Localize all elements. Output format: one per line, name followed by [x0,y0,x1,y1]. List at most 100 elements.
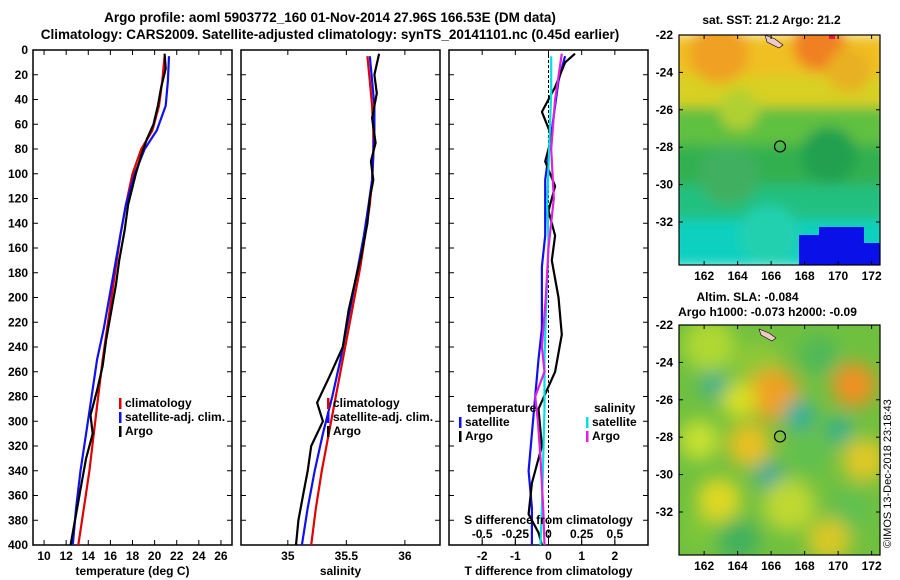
x-tick-label: -1 [510,549,521,563]
sla-blob [683,325,735,371]
sla-blob [721,382,757,418]
legend-label: satellite-adj. clim. [125,410,225,424]
lon-tick-label: 162 [694,269,714,283]
series-line-satellite-adj-clim- [71,56,171,545]
legend-swatch [586,431,589,442]
lat-tick-label: -24 [656,355,674,369]
depth-tick-label: 20 [15,68,29,82]
x-tick-label: 26 [214,549,228,563]
depth-tick-label: 140 [8,216,28,230]
map-frame [678,34,881,266]
legend-swatch [119,398,122,409]
series-line-t-argo [527,52,576,545]
sst-patch [827,48,871,92]
depth-tick-label: 120 [8,192,28,206]
series-group [294,53,381,545]
sst-field [679,35,880,265]
legend-swatch [327,426,330,437]
sla-blob [700,371,728,399]
depth-tick-label: 80 [15,142,29,156]
series-line-argo [294,53,381,545]
x-tick-label: 1 [578,549,585,563]
legend-swatch [459,431,462,442]
depth-axis: 0 20 40 60 80 100 120 140 160 180 200 220 240 260 280 3… [8,43,28,552]
sla-blob [727,423,771,467]
sla-blob [719,520,759,555]
depth-tick-label: 360 [8,489,28,503]
map-sla_map: 162 164 166 168 170 172 -22 -24 -26 -28 -30 -32 Alti… [656,290,882,573]
sla-blob [842,438,880,482]
lat-tick-label: -28 [656,430,674,444]
depth-tick-label: 300 [8,414,28,428]
legend-swatch [459,417,462,428]
x-axis-label: salinity [320,564,362,578]
legend-label: satellite [592,415,637,429]
lat-tick-label: -28 [656,140,674,154]
sla-blob [763,479,815,531]
credit-text: ©IMOS 13-Dec-2018 23:18:43 [882,399,894,548]
series-line-argo [69,53,167,545]
depth-tick-label: 100 [8,167,28,181]
map-frame [678,324,881,556]
depth-tick-label: 320 [8,439,28,453]
sst-patch [719,90,759,130]
chart-title-line1: Argo profile: aoml 5903772_160 01-Nov-20… [104,10,556,25]
profile-location-marker [773,430,787,443]
legend-swatch [586,417,589,428]
x-tick-label: 16 [104,549,118,563]
x-tick-label: 22 [170,549,184,563]
panel-difference: -2 -1 0 1 2T difference from climatology temp… [448,49,649,578]
depth-tick-label: 240 [8,340,28,354]
x-tick-label: 10 [37,549,51,563]
lon-tick-label: 166 [761,559,781,573]
depth-tick-label: 180 [8,266,28,280]
depth-tick-label: 280 [8,390,28,404]
x-tick-label: -2 [477,549,488,563]
x-axis-label: temperature (deg C) [75,564,189,578]
depth-tick-label: 200 [8,291,28,305]
depth-tick-label: 60 [15,117,29,131]
x2-tick-label: 0.25 [570,527,594,541]
legend-title-salinity: salinity [594,401,636,415]
x2-tick-label: -0.5 [472,527,493,541]
lat-tick-label: -24 [656,65,674,79]
map-title-sst: sat. SST: 21.2 Argo: 21.2 [702,13,841,27]
lon-tick-label: 168 [795,559,815,573]
x-tick-label: 24 [192,549,206,563]
sst-blur-layer [679,35,880,265]
x-tick-label: 20 [148,549,162,563]
depth-tick-label: 380 [8,513,28,527]
depth-tick-label: 340 [8,464,28,478]
lat-tick-label: -26 [656,103,674,117]
profile-location-marker [773,140,787,153]
legend-label: satellite [465,415,510,429]
lon-tick-label: 166 [761,269,781,283]
legend-swatch [327,412,330,423]
legend-label: Argo [333,424,361,438]
series-group [527,52,576,545]
lon-tick-label: 168 [795,269,815,283]
depth-tick-label: 40 [15,93,29,107]
sla-blob [697,478,741,522]
legend-swatch [119,426,122,437]
x2-tick-label: -0.25 [502,527,530,541]
sla-blob [832,363,876,407]
sla-blur-layer [679,325,880,555]
sla-blob [807,518,851,555]
series-line-s-argo [534,53,563,545]
lon-tick-label: 164 [728,559,748,573]
sst-patch [699,145,759,205]
map-subtitle-sla: Argo h1000: -0.073 h2000: -0.09 [678,305,857,319]
x-tick-label: 35 [281,549,295,563]
sla-blob [799,335,839,375]
depth-tick-label: 0 [21,43,28,57]
lon-tick-label: 170 [828,269,848,283]
x-tick-label: 2 [611,549,618,563]
legend-label: Argo [592,429,620,443]
depth-tick-label: 220 [8,315,28,329]
x2-tick-label: 0.5 [606,527,623,541]
lon-tick-label: 170 [828,559,848,573]
sla-blob [755,461,783,489]
land-island [758,328,777,342]
